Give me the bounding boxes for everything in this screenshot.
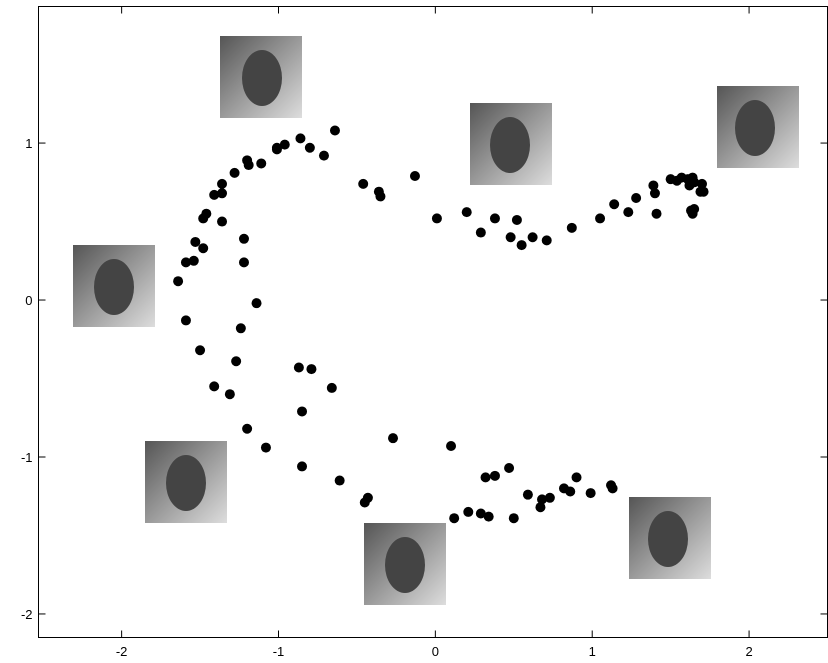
point: [631, 192, 642, 203]
point: [362, 492, 373, 503]
point: [697, 178, 708, 189]
point: [217, 188, 228, 199]
point: [522, 489, 533, 500]
y-tick-label: -1: [21, 450, 33, 465]
point: [511, 214, 522, 225]
point: [329, 125, 340, 136]
point: [595, 213, 606, 224]
point: [326, 382, 337, 393]
point: [195, 345, 206, 356]
point: [224, 389, 235, 400]
point: [566, 222, 577, 233]
point: [173, 276, 184, 287]
point: [508, 513, 519, 524]
x-tick-label: -2: [116, 644, 128, 659]
point: [229, 167, 240, 178]
point: [293, 362, 304, 373]
point: [251, 298, 262, 309]
x-tick-label: 2: [745, 644, 752, 659]
point: [475, 508, 486, 519]
point: [318, 150, 329, 161]
point: [295, 133, 306, 144]
point: [209, 381, 220, 392]
point: [649, 188, 660, 199]
point: [516, 240, 527, 251]
point: [198, 243, 209, 254]
y-tick-label: 0: [25, 293, 32, 308]
point: [238, 257, 249, 268]
point: [358, 178, 369, 189]
point: [188, 255, 199, 266]
point: [217, 216, 228, 227]
point: [565, 486, 576, 497]
point: [409, 171, 420, 182]
point: [231, 356, 242, 367]
point: [180, 257, 191, 268]
point: [651, 208, 662, 219]
point: [475, 227, 486, 238]
point: [480, 472, 491, 483]
point: [334, 475, 345, 486]
point: [446, 441, 457, 452]
point: [297, 406, 308, 417]
point: [201, 208, 212, 219]
point: [489, 470, 500, 481]
point: [571, 472, 582, 483]
y-tick-label: 1: [25, 136, 32, 151]
x-tick-label: 0: [432, 644, 439, 659]
point: [431, 213, 442, 224]
point: [279, 139, 290, 150]
point: [180, 315, 191, 326]
point: [375, 191, 386, 202]
point: [544, 492, 555, 503]
point: [235, 323, 246, 334]
point: [537, 494, 548, 505]
point: [489, 213, 500, 224]
point: [607, 483, 618, 494]
point: [304, 142, 315, 153]
point: [297, 461, 308, 472]
point: [463, 506, 474, 517]
point: [527, 232, 538, 243]
point: [260, 442, 271, 453]
point: [306, 364, 317, 375]
point: [449, 513, 460, 524]
point: [541, 235, 552, 246]
point: [687, 208, 698, 219]
face-image: [364, 523, 446, 605]
point: [609, 199, 620, 210]
x-tick-label: 1: [589, 644, 596, 659]
point: [242, 423, 253, 434]
point: [388, 433, 399, 444]
point: [695, 186, 706, 197]
point: [623, 207, 634, 218]
point: [190, 236, 201, 247]
point: [648, 180, 659, 191]
face-image: [145, 441, 227, 523]
point: [585, 488, 596, 499]
point: [461, 207, 472, 218]
y-tick-label: -2: [21, 607, 33, 622]
face-image: [629, 497, 711, 579]
point: [689, 177, 700, 188]
face-image: [470, 103, 552, 185]
point: [504, 462, 515, 473]
x-tick-label: -1: [273, 644, 285, 659]
face-thumbnails: [73, 36, 799, 605]
point: [243, 160, 254, 171]
point: [217, 178, 228, 189]
face-image: [220, 36, 302, 118]
point: [238, 233, 249, 244]
point: [256, 158, 267, 169]
face-image: [73, 245, 155, 327]
point: [483, 511, 494, 522]
point: [209, 189, 220, 200]
point: [271, 142, 282, 153]
point: [535, 502, 546, 513]
point: [505, 232, 516, 243]
face-image: [717, 86, 799, 168]
